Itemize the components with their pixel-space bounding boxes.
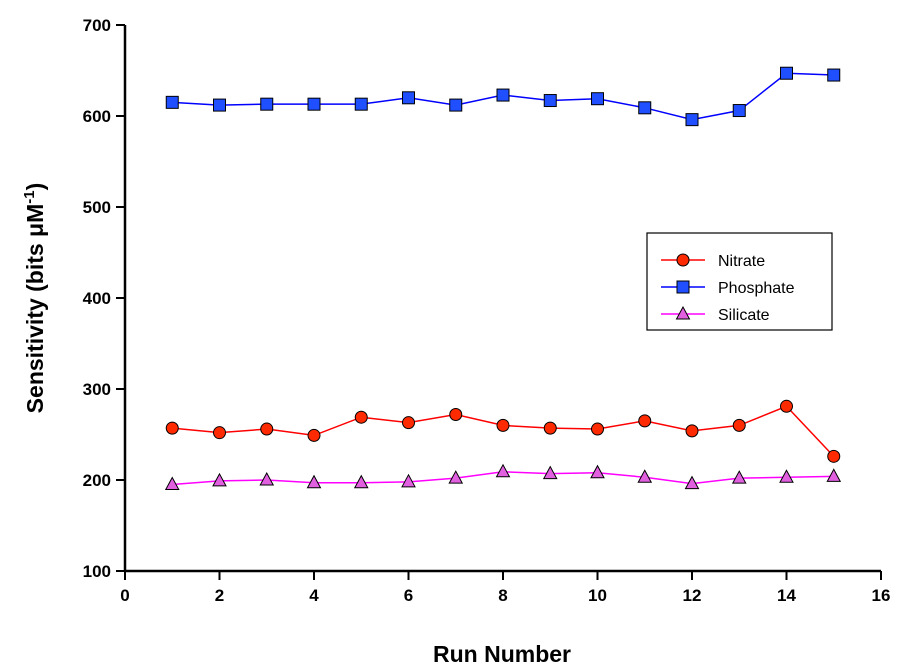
legend-label-nitrate: Nitrate: [718, 253, 765, 270]
data-point-phosphate: [732, 104, 746, 118]
series-phosphate: [165, 66, 841, 127]
legend: Nitrate Phosphate Silicate: [646, 232, 833, 331]
x-ticks: 0 2 4 6 8 10 12 14 16: [120, 571, 890, 605]
legend-swatch-marker: [676, 280, 690, 294]
y-tick-label: 300: [83, 380, 111, 399]
y-axis-title-close: ): [22, 183, 48, 191]
legend-entry-nitrate: Nitrate: [661, 253, 765, 270]
x-tick-label: 14: [777, 586, 796, 605]
x-axis-title: Run Number: [433, 641, 571, 667]
data-point-silicate: [306, 474, 322, 489]
series-nitrate: [165, 399, 841, 463]
y-axis-title-mu: μ: [22, 223, 48, 237]
data-point-nitrate: [260, 422, 274, 436]
data-point-phosphate: [496, 88, 510, 102]
data-point-silicate: [590, 464, 605, 479]
x-tick-label: 10: [588, 586, 607, 605]
data-point-phosphate: [307, 97, 321, 111]
legend-entries: Nitrate Phosphate Silicate: [661, 253, 795, 324]
data-point-silicate: [495, 463, 511, 478]
data-point-nitrate: [165, 421, 179, 435]
y-tick-label: 100: [83, 562, 111, 581]
data-point-silicate: [353, 474, 369, 489]
data-point-nitrate: [685, 424, 699, 438]
data-point-phosphate: [780, 66, 793, 80]
y-tick-label: 700: [83, 16, 111, 35]
data-point-silicate: [637, 469, 653, 483]
data-point-silicate: [684, 475, 700, 490]
legend-swatch-marker: [676, 253, 690, 267]
data-point-phosphate: [354, 97, 368, 111]
data-point-silicate: [401, 473, 416, 488]
series-silicate: [164, 463, 842, 491]
x-tick-label: 2: [215, 586, 224, 605]
data-point-nitrate: [591, 422, 604, 436]
data-point-phosphate: [213, 98, 226, 112]
data-point-nitrate: [402, 416, 415, 430]
y-axis-title-sup: -1: [21, 190, 38, 203]
data-point-silicate: [542, 465, 558, 480]
data-point-silicate: [779, 469, 794, 483]
y-ticks: 100 200 300 400 500 600 700: [83, 16, 125, 581]
y-tick-label: 400: [83, 289, 111, 308]
data-point-phosphate: [260, 97, 274, 111]
x-tick-label: 6: [404, 586, 413, 605]
data-point-phosphate: [827, 68, 841, 82]
y-tick-label: 600: [83, 107, 111, 126]
data-point-silicate: [164, 476, 180, 491]
data-point-silicate: [448, 470, 464, 484]
data-point-nitrate: [449, 407, 463, 421]
data-point-phosphate: [591, 92, 604, 106]
data-point-nitrate: [496, 418, 510, 432]
data-point-nitrate: [543, 421, 557, 435]
data-point-phosphate: [402, 91, 415, 105]
data-point-phosphate: [165, 95, 179, 109]
data-point-nitrate: [638, 414, 652, 428]
x-tick-label: 8: [498, 586, 507, 605]
plot-area: 0 2 4 6 8 10 12 14 16 100 200 300 400 500 600 700: [83, 16, 891, 605]
x-tick-label: 0: [120, 586, 129, 605]
legend-entry-silicate: Silicate: [661, 305, 770, 324]
data-point-nitrate: [780, 399, 793, 413]
legend-swatch-marker: [675, 305, 691, 320]
legend-entry-phosphate: Phosphate: [661, 280, 795, 297]
y-axis-title-main: Sensitivity (bits: [22, 237, 48, 413]
data-point-nitrate: [732, 418, 746, 432]
data-point-silicate: [731, 470, 747, 484]
data-point-silicate: [212, 472, 227, 487]
legend-label-phosphate: Phosphate: [718, 280, 795, 297]
data-point-phosphate: [685, 113, 699, 127]
data-point-phosphate: [449, 98, 463, 112]
x-tick-label: 16: [872, 586, 891, 605]
data-point-nitrate: [354, 410, 368, 424]
x-tick-label: 12: [683, 586, 702, 605]
legend-label-silicate: Silicate: [718, 307, 770, 324]
y-axis-title-unit: M: [22, 204, 48, 223]
y-tick-label: 500: [83, 198, 111, 217]
data-point-nitrate: [213, 426, 226, 440]
data-point-nitrate: [827, 449, 841, 463]
y-tick-label: 200: [83, 471, 111, 490]
data-point-phosphate: [543, 94, 557, 108]
data-point-nitrate: [307, 428, 321, 442]
data-point-silicate: [259, 471, 275, 486]
data-point-silicate: [826, 468, 842, 482]
y-axis-title: Sensitivity (bits μM-1): [21, 183, 48, 414]
x-tick-label: 4: [309, 586, 319, 605]
series-layer: [164, 66, 842, 491]
data-point-phosphate: [638, 101, 652, 115]
